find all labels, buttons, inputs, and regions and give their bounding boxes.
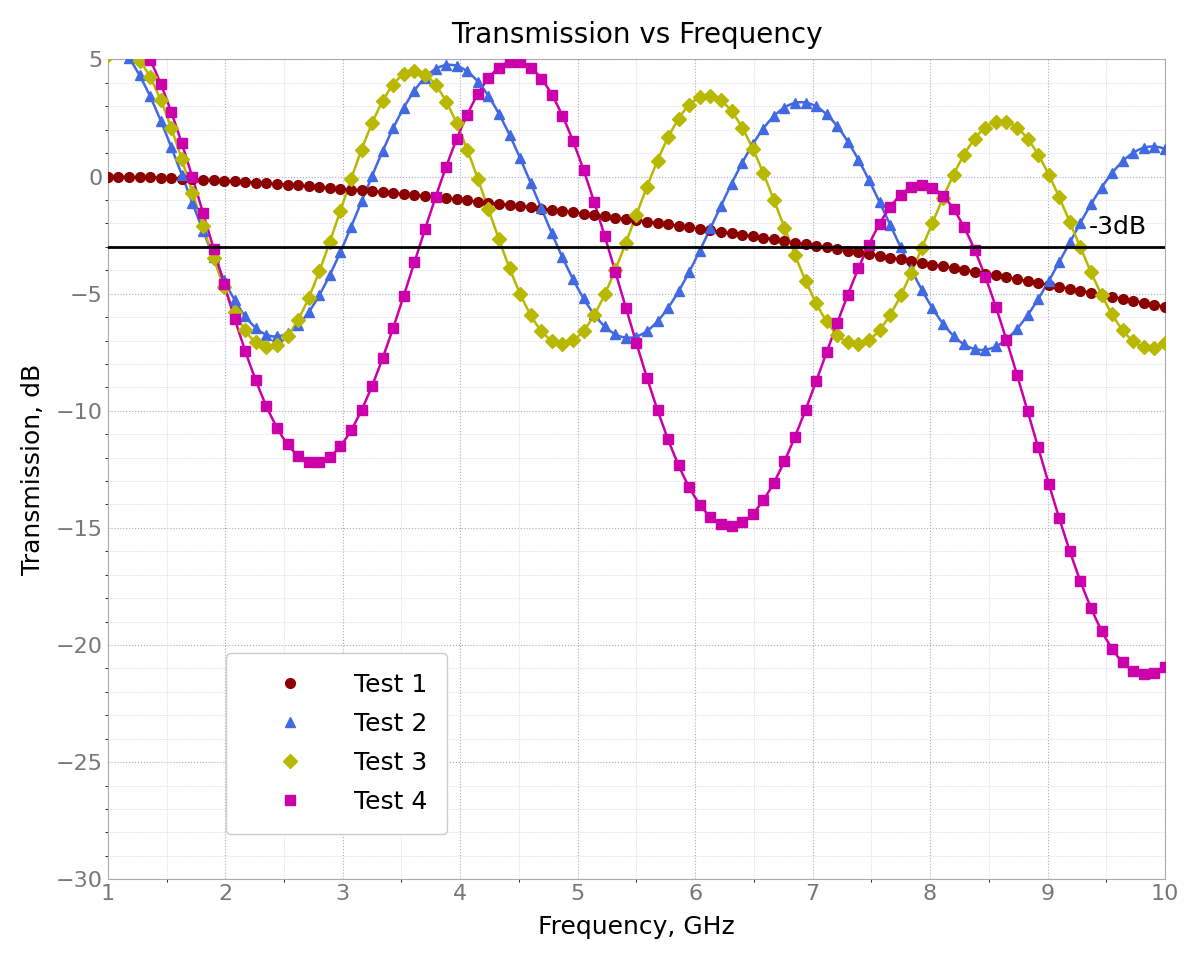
Test 4 [365,380,379,392]
Test 3 [598,289,612,300]
Test 1 [734,229,749,241]
Test 3 [1158,337,1172,348]
Line: Test 4: Test 4 [103,8,1170,680]
Test 2 [365,170,379,181]
Test 4 [101,7,115,18]
Y-axis label: Transmission, dB: Transmission, dB [20,364,44,575]
Test 2 [841,135,856,147]
Test 3 [745,143,760,155]
Test 4 [1136,669,1151,681]
Test 1 [894,253,908,265]
Test 2 [101,32,115,43]
Test 4 [587,196,601,207]
Test 1 [841,245,856,256]
Test 1 [175,173,190,184]
Test 4 [175,137,190,149]
Test 3 [185,187,199,199]
Test 2 [587,308,601,320]
Test 3 [112,43,126,55]
Test 3 [904,267,918,278]
Test 2 [978,344,992,355]
Test 2 [1158,143,1172,155]
Test 4 [841,289,856,300]
Test 2 [175,169,190,180]
Title: Transmission vs Frequency: Transmission vs Frequency [451,21,822,49]
Test 1 [365,185,379,197]
Test 3 [376,95,390,107]
Test 1 [587,209,601,221]
Test 3 [1147,342,1162,353]
Test 4 [1158,661,1172,673]
Test 3 [101,49,115,60]
Test 1 [1158,301,1172,313]
Test 4 [894,189,908,201]
Test 3 [851,338,865,349]
Test 1 [101,171,115,182]
Line: Test 2: Test 2 [103,33,1170,354]
Line: Test 1: Test 1 [103,172,1170,312]
Line: Test 3: Test 3 [103,44,1170,352]
Text: -3dB: -3dB [1090,215,1147,239]
Legend: Test 1, Test 2, Test 3, Test 4: Test 1, Test 2, Test 3, Test 4 [226,653,446,834]
Test 4 [734,516,749,528]
Test 2 [894,242,908,253]
X-axis label: Frequency, GHz: Frequency, GHz [538,915,734,939]
Test 2 [734,157,749,169]
